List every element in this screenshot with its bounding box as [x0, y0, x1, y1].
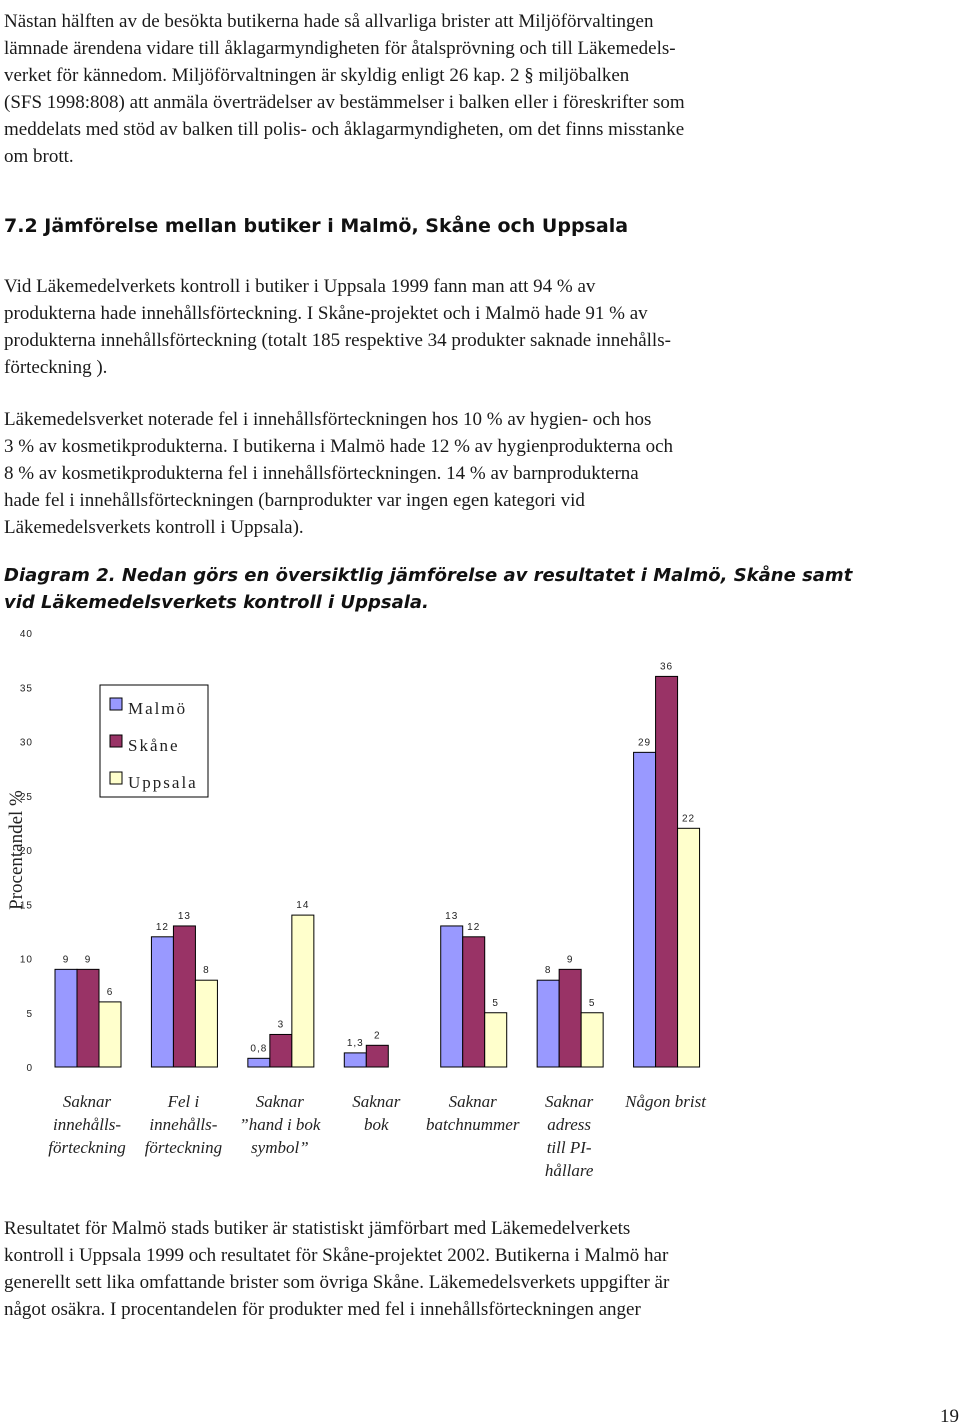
paragraph-line: kontroll i Uppsala 1999 och resultatet f…	[4, 1245, 669, 1266]
bar	[440, 925, 464, 1068]
y-tick-label: 5	[26, 1009, 33, 1020]
value-label: 1,3	[347, 1038, 364, 1049]
caption-line: vid Läkemedelsverkets kontroll i Uppsala…	[4, 592, 429, 613]
bar	[633, 751, 657, 1068]
value-label: 14	[296, 900, 309, 911]
bar	[247, 1057, 271, 1068]
value-label: 29	[638, 737, 651, 748]
value-label: 13	[178, 911, 191, 922]
bar	[269, 1033, 293, 1068]
x-tick-label: Saknar batchnummer	[426, 1092, 520, 1134]
value-label: 8	[545, 965, 552, 976]
value-label: 36	[660, 661, 673, 672]
paragraph-line: produkterna innehållsförteckning (totalt…	[4, 330, 671, 351]
paragraph-line: Resultatet för Malmö stads butiker är st…	[4, 1218, 630, 1239]
bar	[484, 1012, 508, 1068]
paragraph-line: verket för kännedom. Miljöförvaltningen …	[4, 65, 630, 86]
x-tick-label: Saknar adress till PI-hållare	[545, 1092, 594, 1180]
value-label: 3	[278, 1019, 285, 1030]
bar	[172, 925, 196, 1068]
bar	[536, 979, 560, 1068]
bar	[558, 968, 582, 1068]
bar	[462, 936, 486, 1068]
legend-swatch	[109, 697, 123, 711]
bar	[76, 968, 100, 1068]
y-tick-label: 20	[20, 846, 33, 857]
paragraph-line: förteckning ).	[4, 357, 107, 378]
y-tick-label: 25	[20, 792, 33, 803]
paragraph-line: 8 % av kosmetikprodukterna fel i innehål…	[4, 463, 639, 484]
section-heading: 7.2 Jämförelse mellan butiker i Malmö, S…	[4, 213, 628, 237]
paragraph-line: meddelats med stöd av balken till polis-…	[4, 119, 684, 140]
value-label: 5	[589, 998, 596, 1009]
paragraph-line: om brott.	[4, 146, 74, 167]
paragraph-line: Läkemedelsverkets kontroll i Uppsala).	[4, 517, 304, 538]
bar	[580, 1012, 604, 1068]
y-tick-label: 10	[20, 955, 33, 966]
legend-label: Malmö	[128, 699, 187, 718]
bar	[677, 827, 701, 1068]
legend-label: Uppsala	[128, 773, 198, 792]
value-label: 13	[445, 911, 458, 922]
value-label: 9	[567, 954, 574, 965]
legend-swatch	[109, 771, 123, 785]
bar	[655, 675, 679, 1068]
y-tick-label: 40	[20, 629, 33, 640]
x-tick-label: Saknar ”hand i bok symbol”	[239, 1092, 321, 1157]
value-label: 22	[682, 813, 695, 824]
paragraph-line: något osäkra. I procentandelen för produ…	[4, 1299, 641, 1320]
bar	[291, 914, 315, 1068]
y-tick-label: 35	[20, 683, 33, 694]
legend-swatch	[109, 734, 123, 748]
x-tick-label: Saknar innehålls-förteckning	[48, 1092, 125, 1157]
bar	[194, 979, 218, 1068]
x-tick-label: Någon brist	[624, 1092, 707, 1111]
y-axis-label: Procentandel %	[6, 790, 27, 910]
x-tick-label: Fel i innehålls-förteckning	[145, 1092, 222, 1157]
value-label: 9	[85, 954, 92, 965]
value-label: 5	[492, 998, 499, 1009]
value-label: 8	[203, 965, 210, 976]
paragraph-line: Läkemedelsverket noterade fel i innehåll…	[4, 409, 651, 430]
paragraph-line: hade fel i innehållsförteckningen (barnp…	[4, 490, 585, 511]
bar	[365, 1044, 389, 1068]
paragraph-line: lämnade ärendena vidare till åklagarmynd…	[4, 38, 676, 59]
legend-label: Skåne	[128, 736, 180, 755]
value-label: 2	[374, 1030, 381, 1041]
bar	[150, 936, 174, 1068]
paragraph-line: 3 % av kosmetikprodukterna. I butikerna …	[4, 436, 674, 457]
value-label: 12	[467, 922, 480, 933]
paragraph-line: Nästan hälften av de besökta butikerna h…	[4, 11, 654, 32]
value-label: 0,8	[250, 1043, 267, 1054]
paragraph-line: generellt sett lika omfattande brister s…	[4, 1272, 670, 1293]
y-tick-label: 15	[20, 900, 33, 911]
value-label: 12	[156, 922, 169, 933]
bar	[343, 1052, 367, 1068]
paragraph-line: produkterna hade innehållsförteckning. I…	[4, 303, 648, 324]
x-tick-label: Saknar bok	[352, 1092, 401, 1134]
bar	[98, 1001, 122, 1068]
page-number: 19	[940, 1406, 959, 1425]
y-tick-label: 30	[20, 738, 33, 749]
value-label: 6	[107, 987, 114, 998]
y-tick-label: 0	[26, 1063, 33, 1074]
value-label: 9	[63, 954, 70, 965]
caption-line: Diagram 2. Nedan görs en översiktlig jäm…	[4, 565, 854, 586]
bar	[54, 968, 78, 1068]
paragraph-line: Vid Läkemedelverkets kontroll i butiker …	[4, 276, 596, 297]
paragraph-line: (SFS 1998:808) att anmäla överträdelser …	[4, 92, 685, 113]
